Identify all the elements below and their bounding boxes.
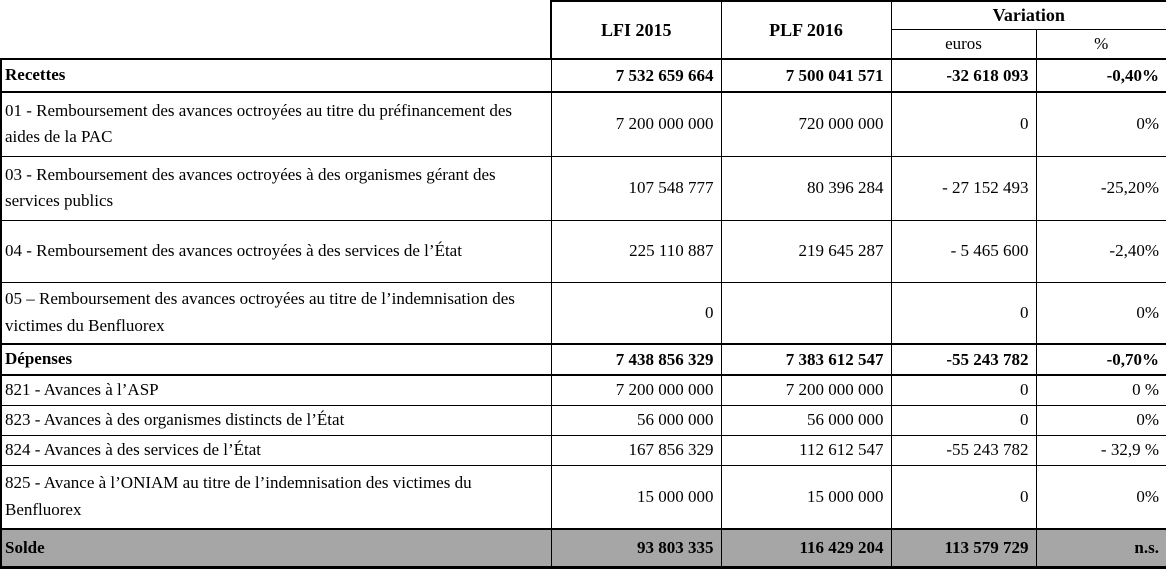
row-recettes: Recettes 7 532 659 664 7 500 041 571 -32… — [0, 58, 1166, 93]
header-variation: Variation — [890, 0, 1166, 30]
cell-variation-pct: -2,40% — [1035, 219, 1166, 283]
cell-label: Dépenses — [0, 343, 552, 376]
cell-plf-2016: 7 200 000 000 — [720, 374, 892, 406]
cell-label: 04 - Remboursement des avances octroyées… — [0, 219, 552, 283]
cell-lfi-2015: 7 532 659 664 — [550, 58, 722, 93]
cell-variation-euros: 0 — [890, 464, 1037, 530]
cell-variation-euros: - 27 152 493 — [890, 155, 1037, 221]
cell-variation-euros: 0 — [890, 281, 1037, 345]
cell-lfi-2015: 0 — [550, 281, 722, 345]
cell-label: Solde — [0, 528, 552, 569]
cell-lfi-2015: 56 000 000 — [550, 404, 722, 436]
cell-plf-2016: 7 383 612 547 — [720, 343, 892, 376]
row-05-remboursement-benfluorex: 05 – Remboursement des avances octroyées… — [0, 281, 1166, 345]
cell-variation-euros: -55 243 782 — [890, 343, 1037, 376]
cell-label: 825 - Avance à l’ONIAM au titre de l’ind… — [0, 464, 552, 530]
cell-lfi-2015: 93 803 335 — [550, 528, 722, 569]
cell-variation-euros: -32 618 093 — [890, 58, 1037, 93]
cell-plf-2016: 219 645 287 — [720, 219, 892, 283]
cell-variation-euros: - 5 465 600 — [890, 219, 1037, 283]
cell-variation-pct: 0 % — [1035, 374, 1166, 406]
cell-label: 821 - Avances à l’ASP — [0, 374, 552, 406]
cell-variation-pct: -0,70% — [1035, 343, 1166, 376]
cell-plf-2016 — [720, 281, 892, 345]
cell-variation-euros: -55 243 782 — [890, 434, 1037, 466]
cell-variation-pct: - 32,9 % — [1035, 434, 1166, 466]
table-header: LFI 2015 PLF 2016 Variation euros % — [1, 0, 1166, 60]
row-03-remboursement-organismes: 03 - Remboursement des avances octroyées… — [0, 155, 1166, 221]
cell-plf-2016: 116 429 204 — [720, 528, 892, 569]
cell-lfi-2015: 7 200 000 000 — [550, 91, 722, 157]
header-variation-pct: % — [1035, 28, 1166, 60]
row-821-avances-asp: 821 - Avances à l’ASP 7 200 000 000 7 20… — [0, 374, 1166, 406]
row-825-avance-oniam: 825 - Avance à l’ONIAM au titre de l’ind… — [0, 464, 1166, 530]
row-depenses: Dépenses 7 438 856 329 7 383 612 547 -55… — [0, 343, 1166, 376]
cell-variation-euros: 113 579 729 — [890, 528, 1037, 569]
cell-label: 823 - Avances à des organismes distincts… — [0, 404, 552, 436]
cell-variation-pct: 0% — [1035, 464, 1166, 530]
cell-variation-euros: 0 — [890, 91, 1037, 157]
cell-lfi-2015: 167 856 329 — [550, 434, 722, 466]
cell-lfi-2015: 15 000 000 — [550, 464, 722, 530]
row-solde: Solde 93 803 335 116 429 204 113 579 729… — [0, 528, 1166, 569]
cell-label: Recettes — [0, 58, 552, 93]
cell-label: 05 – Remboursement des avances octroyées… — [0, 281, 552, 345]
cell-variation-euros: 0 — [890, 404, 1037, 436]
row-01-remboursement-pac: 01 - Remboursement des avances octroyées… — [0, 91, 1166, 157]
cell-variation-pct: 0% — [1035, 91, 1166, 157]
header-row-2: euros % — [1, 28, 1166, 60]
cell-variation-pct: -0,40% — [1035, 58, 1166, 93]
cell-plf-2016: 112 612 547 — [720, 434, 892, 466]
header-blank-cell — [1, 1, 551, 59]
cell-plf-2016: 720 000 000 — [720, 91, 892, 157]
row-824-avances-services-etat: 824 - Avances à des services de l’État 1… — [0, 434, 1166, 466]
table-body: Recettes 7 532 659 664 7 500 041 571 -32… — [0, 58, 1166, 569]
header-lfi-2015: LFI 2015 — [550, 0, 722, 60]
cell-variation-pct: -25,20% — [1035, 155, 1166, 221]
header-row-1: LFI 2015 PLF 2016 Variation — [1, 0, 1166, 60]
cell-variation-pct: n.s. — [1035, 528, 1166, 569]
cell-label: 824 - Avances à des services de l’État — [0, 434, 552, 466]
header-variation-euros: euros — [890, 28, 1037, 60]
cell-lfi-2015: 7 200 000 000 — [550, 374, 722, 406]
cell-lfi-2015: 225 110 887 — [550, 219, 722, 283]
cell-lfi-2015: 107 548 777 — [550, 155, 722, 221]
header-plf-2016: PLF 2016 — [720, 0, 892, 60]
row-823-avances-organismes: 823 - Avances à des organismes distincts… — [0, 404, 1166, 436]
cell-plf-2016: 15 000 000 — [720, 464, 892, 530]
cell-plf-2016: 80 396 284 — [720, 155, 892, 221]
cell-variation-pct: 0% — [1035, 404, 1166, 436]
cell-plf-2016: 56 000 000 — [720, 404, 892, 436]
cell-plf-2016: 7 500 041 571 — [720, 58, 892, 93]
cell-variation-euros: 0 — [890, 374, 1037, 406]
cell-label: 01 - Remboursement des avances octroyées… — [0, 91, 552, 157]
cell-variation-pct: 0% — [1035, 281, 1166, 345]
cell-lfi-2015: 7 438 856 329 — [550, 343, 722, 376]
cell-label: 03 - Remboursement des avances octroyées… — [0, 155, 552, 221]
row-04-remboursement-services-etat: 04 - Remboursement des avances octroyées… — [0, 219, 1166, 283]
